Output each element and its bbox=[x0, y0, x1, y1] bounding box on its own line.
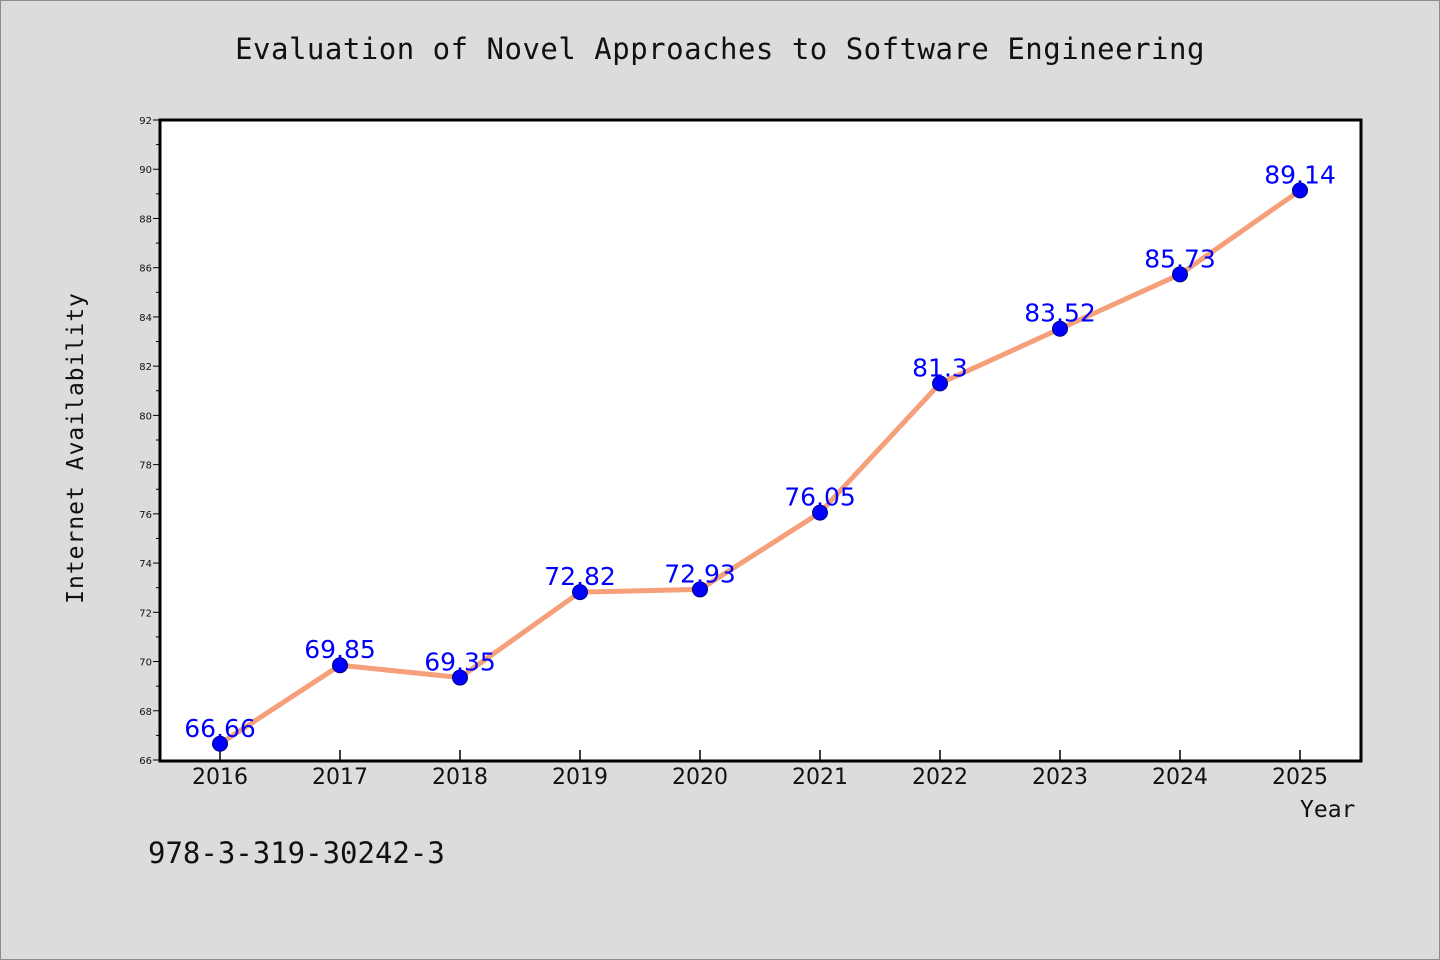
y-tick-label: 74 bbox=[139, 559, 152, 570]
y-axis: 66 68 70 72 74 76 78 80 82 84 86 88 90 92 bbox=[139, 116, 160, 767]
x-tick-label: 2024 bbox=[1152, 765, 1208, 790]
series-line bbox=[217, 187, 1303, 747]
data-point bbox=[332, 657, 348, 674]
y-tick-label: 68 bbox=[139, 707, 152, 718]
marker-group bbox=[212, 182, 1308, 752]
y-tick-label: 72 bbox=[139, 608, 152, 619]
x-tick-label: 2016 bbox=[192, 765, 248, 790]
data-point bbox=[572, 584, 588, 601]
data-point bbox=[692, 581, 708, 598]
x-tick-label: 2025 bbox=[1272, 765, 1328, 790]
y-tick-label: 86 bbox=[139, 264, 152, 275]
isbn-text: 978-3-319-30242-3 bbox=[148, 836, 445, 870]
data-label: 66.66 bbox=[184, 714, 256, 743]
y-tick-label: 92 bbox=[139, 116, 152, 127]
data-label: 85.73 bbox=[1144, 244, 1216, 273]
series-line-group bbox=[217, 187, 1303, 747]
data-label: 83.52 bbox=[1024, 299, 1096, 328]
y-tick-label: 70 bbox=[139, 658, 152, 669]
data-label: 72.82 bbox=[544, 562, 616, 591]
y-tick-label: 84 bbox=[139, 313, 152, 324]
data-label: 69.85 bbox=[304, 635, 376, 664]
x-tick-label: 2019 bbox=[552, 765, 608, 790]
y-tick-label: 82 bbox=[139, 362, 152, 373]
y-tick-label: 66 bbox=[139, 756, 152, 767]
y-tick-label: 90 bbox=[139, 165, 152, 176]
x-tick-label: 2018 bbox=[432, 765, 488, 790]
data-point bbox=[812, 504, 828, 521]
chart-title: Evaluation of Novel Approaches to Softwa… bbox=[235, 32, 1205, 66]
x-tick-label: 2020 bbox=[672, 765, 728, 790]
data-point bbox=[1172, 266, 1188, 283]
plot-area bbox=[158, 118, 1363, 763]
y-tick-label: 88 bbox=[139, 214, 152, 225]
data-label: 89.14 bbox=[1264, 160, 1336, 189]
x-tick-label: 2017 bbox=[312, 765, 368, 790]
x-axis: 2016 2017 2018 2019 2020 2021 2022 2023 2024 2025 bbox=[192, 750, 1328, 790]
data-label: 72.93 bbox=[664, 559, 736, 588]
y-tick-label: 80 bbox=[139, 411, 152, 422]
y-tick-label: 76 bbox=[139, 510, 152, 521]
x-tick-label: 2021 bbox=[792, 765, 848, 790]
data-point bbox=[212, 735, 228, 752]
data-label: 76.05 bbox=[784, 483, 856, 512]
data-label: 69.35 bbox=[424, 648, 496, 677]
data-point bbox=[1052, 320, 1068, 337]
data-point bbox=[932, 375, 948, 392]
x-axis-label: Year bbox=[1300, 797, 1356, 823]
data-point bbox=[1292, 182, 1308, 199]
data-label-group: 66.66 69.85 69.35 72.82 72.93 76.05 81.3 83.52 8… bbox=[184, 160, 1336, 742]
x-tick-label: 2023 bbox=[1032, 765, 1088, 790]
x-tick-label: 2022 bbox=[912, 765, 968, 790]
data-label: 81.3 bbox=[912, 353, 968, 382]
y-tick-label: 78 bbox=[139, 461, 152, 472]
data-point bbox=[452, 669, 468, 686]
